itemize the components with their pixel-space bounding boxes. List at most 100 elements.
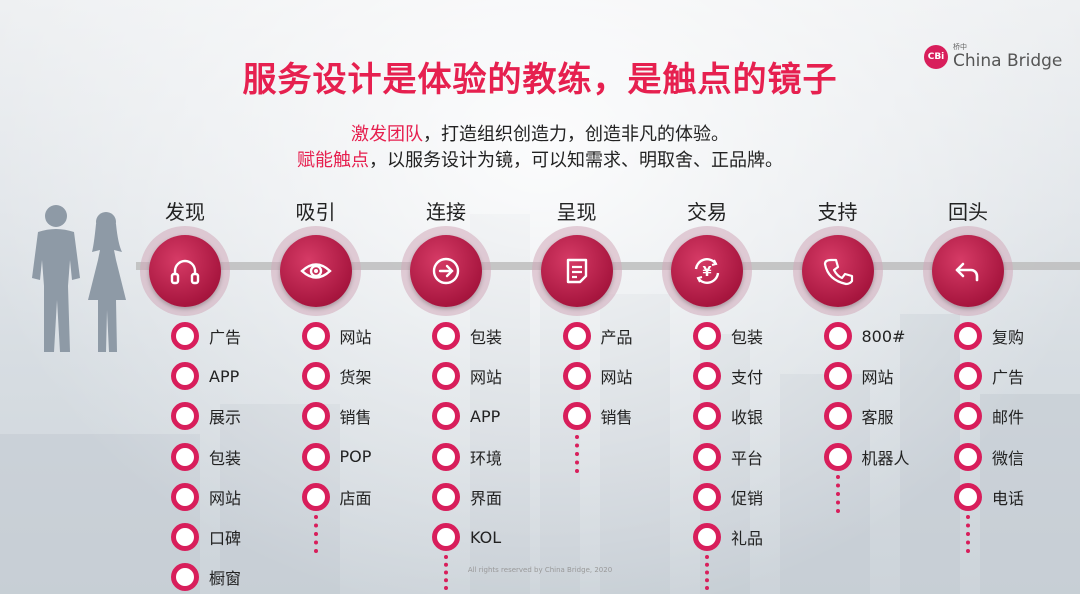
stage-1: 发现 广告 APP 展示 包装 网站 口碑 橱窗 — [135, 0, 241, 594]
touchpoint-label: 包装 — [470, 328, 503, 347]
touchpoint-label: 客服 — [861, 408, 894, 428]
document-icon — [540, 235, 613, 307]
touchpoint-item: 网站 — [823, 362, 894, 391]
touchpoint-label: 销售 — [600, 408, 633, 428]
ring-dot-icon — [954, 442, 982, 471]
touchpoint-item: 客服 — [823, 402, 894, 431]
continuation-dots — [835, 474, 844, 513]
ring-dot-icon — [693, 523, 721, 551]
ring-dot-icon — [562, 402, 591, 431]
ring-dot-icon — [171, 322, 199, 350]
ring-dot-icon — [823, 322, 852, 350]
touchpoint-label: 展示 — [209, 408, 242, 428]
ring-dot-icon — [432, 362, 460, 391]
touchpoint-item: 网站 — [171, 482, 241, 511]
touchpoint-item: 网站 — [432, 362, 503, 391]
touchpoint-label: 网站 — [470, 368, 503, 388]
ring-dot-icon — [301, 322, 330, 350]
touchpoint-label: 网站 — [861, 368, 894, 388]
touchpoint-label: POP — [339, 447, 372, 467]
touchpoint-label: 包装 — [209, 448, 242, 468]
phone-icon — [801, 235, 874, 307]
svg-text:¥: ¥ — [702, 265, 711, 280]
ring-dot-icon — [693, 322, 721, 350]
continuation-dots — [705, 555, 713, 590]
touchpoint-item: 800# — [823, 322, 905, 350]
arrow-right-circle-icon — [410, 235, 482, 307]
logo-badge: CBi — [924, 45, 948, 69]
china-bridge-logo: CBi 桥中 China Bridge — [924, 44, 1062, 70]
ring-dot-icon — [823, 402, 852, 431]
touchpoint-item: 口碑 — [171, 523, 241, 551]
touchpoint-label: 产品 — [600, 328, 633, 347]
touchpoint-item: 平台 — [693, 442, 764, 471]
touchpoint-item: 邮件 — [954, 402, 1025, 431]
touchpoint-item: 礼品 — [693, 523, 763, 551]
touchpoint-item: 微信 — [954, 442, 1025, 471]
touchpoint-item: 产品 — [562, 322, 633, 350]
yen-refresh-icon: ¥ — [671, 235, 743, 307]
touchpoint-label: 微信 — [992, 448, 1025, 468]
stage-label: 支持 — [817, 200, 858, 224]
touchpoint-item: 包装 — [432, 322, 502, 350]
ring-dot-icon — [562, 322, 591, 350]
touchpoint-item: 促销 — [693, 482, 763, 511]
stage-2: 吸引 网站 货架 销售 POP 店面 — [266, 0, 372, 594]
touchpoint-label: 口碑 — [209, 529, 242, 548]
ring-dot-icon — [301, 442, 330, 471]
touchpoint-item: 包装 — [693, 322, 763, 350]
continuation-dots — [313, 515, 322, 553]
touchpoint-label: 平台 — [731, 448, 764, 468]
ring-dot-icon — [954, 482, 982, 511]
subtitle-2-highlight: 赋能触点 — [297, 150, 369, 171]
stage-label: 连接 — [426, 200, 466, 224]
ring-dot-icon — [432, 523, 460, 551]
touchpoint-item: 广告 — [171, 322, 241, 350]
touchpoint-item: 销售 — [562, 402, 633, 431]
subtitle-line-2: 赋能触点，以服务设计为镜，可以知需求、明取舍、正品牌。 — [0, 146, 1080, 172]
ring-dot-icon — [301, 362, 330, 391]
ring-dot-icon — [693, 402, 721, 431]
touchpoint-label: 广告 — [992, 368, 1025, 388]
return-arrow-icon — [932, 235, 1004, 307]
subtitle-1-highlight: 激发团队 — [351, 124, 423, 145]
touchpoint-item: 店面 — [301, 482, 372, 511]
touchpoint-label: 收银 — [731, 408, 764, 428]
touchpoint-label: 支付 — [731, 368, 764, 388]
touchpoint-label: 包装 — [731, 328, 764, 347]
stage-label: 呈现 — [556, 200, 597, 224]
ring-dot-icon — [693, 362, 721, 391]
touchpoint-label: 邮件 — [992, 408, 1025, 428]
stage-label: 回头 — [948, 200, 988, 224]
ring-dot-icon — [171, 362, 199, 391]
touchpoint-item: 网站 — [562, 362, 633, 391]
touchpoint-item: APP — [171, 362, 239, 391]
ring-dot-icon — [301, 402, 330, 431]
ring-dot-icon — [823, 442, 852, 471]
subtitle-1-rest: ，打造组织创造力，创造非凡的体验。 — [423, 124, 729, 145]
touchpoint-item: 销售 — [301, 402, 372, 431]
stage-circle — [923, 226, 1013, 316]
ring-dot-icon — [954, 322, 982, 350]
touchpoint-item: 货架 — [301, 362, 372, 391]
touchpoint-label: 礼品 — [731, 529, 764, 548]
touchpoint-label: 货架 — [339, 368, 372, 388]
stage-6: 支持 800# 网站客服机器人 — [788, 0, 910, 594]
ring-dot-icon — [301, 482, 330, 511]
continuation-dots — [966, 515, 974, 553]
touchpoint-item: 复购 — [954, 322, 1024, 350]
stage-3: 连接 包装 网站 APP 环境 界面 KOL — [396, 0, 502, 594]
touchpoint-label: 机器人 — [861, 448, 910, 468]
headphones-icon — [149, 235, 221, 307]
touchpoint-label: 销售 — [339, 408, 372, 428]
ring-dot-icon — [823, 362, 852, 391]
touchpoint-item: 环境 — [432, 442, 502, 471]
touchpoint-item: POP — [301, 442, 372, 471]
ring-dot-icon — [432, 482, 460, 511]
ring-dot-icon — [171, 523, 199, 551]
touchpoint-label: 界面 — [470, 488, 503, 508]
touchpoint-item: APP — [432, 402, 500, 431]
people-silhouette-icon — [32, 205, 126, 352]
stage-circle: ¥ — [662, 226, 752, 316]
page-title: 服务设计是体验的教练，是触点的镜子 — [242, 60, 838, 100]
